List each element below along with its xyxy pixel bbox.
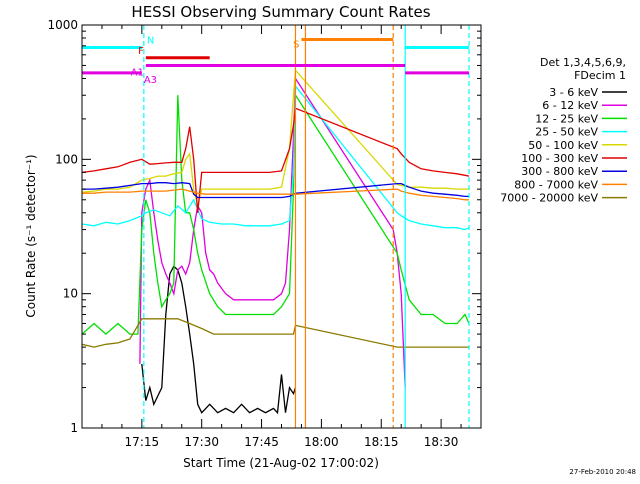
chart-title: HESSI Observing Summary Count Rates <box>131 3 430 21</box>
legend-header-1: FDecim 1 <box>574 69 626 82</box>
series-line-4 <box>82 68 469 207</box>
series-line-6 <box>82 182 469 199</box>
y-tick-label-3: 1000 <box>47 18 78 32</box>
annotation-layer: NFA1A3S <box>82 25 470 428</box>
legend-entry-label-0: 3 - 6 keV <box>549 86 598 99</box>
y-axis-label: Count Rate (s⁻¹ detector⁻¹) <box>24 154 38 317</box>
x-tick-label-5: 18:30 <box>424 435 459 449</box>
legend-entry-label-5: 100 - 300 keV <box>521 152 598 165</box>
x-tick-label-1: 17:30 <box>184 435 219 449</box>
series-line-3 <box>82 84 470 231</box>
series-line-8 <box>82 318 469 348</box>
series-layer <box>82 68 470 415</box>
series-line-1 <box>139 76 406 388</box>
state-label-2: F <box>138 46 144 57</box>
y-tick-label-1: 10 <box>63 287 78 301</box>
legend-entry-label-8: 7000 - 20000 keV <box>500 192 598 205</box>
axes-layer: 17:15 17:30 17:45 18:00 18:15 18:30 1 10 100 1000 <box>47 18 482 449</box>
legend-entry-label-1: 6 - 12 keV <box>542 99 598 112</box>
legend-entry-label-4: 50 - 100 keV <box>528 139 598 152</box>
x-tick-label-4: 18:15 <box>364 435 399 449</box>
x-tick-label-3: 18:00 <box>304 435 339 449</box>
series-line-5 <box>82 107 470 213</box>
x-tick-label-2: 17:45 <box>244 435 279 449</box>
y-tick-label-0: 1 <box>70 421 78 435</box>
footer-date: 27-Feb-2010 20:48 <box>569 468 636 476</box>
state-label-4: A3 <box>144 75 157 86</box>
x-axis-label: Start Time (21-Aug-02 17:00:02) <box>183 456 379 470</box>
legend-entry-label-3: 25 - 50 keV <box>535 126 598 139</box>
legend-entry-label-7: 800 - 7000 keV <box>514 178 598 191</box>
state-label-0: N <box>147 35 154 46</box>
x-tick-label-0: 17:15 <box>125 435 160 449</box>
legend-entry-label-6: 300 - 800 keV <box>521 165 598 178</box>
legend-header-0: Det 1,3,4,5,6,9, <box>540 56 626 69</box>
legend-entry-label-2: 12 - 25 keV <box>535 112 598 125</box>
series-line-0 <box>141 265 297 415</box>
series-line-2 <box>82 93 470 335</box>
state-label-6: S <box>293 39 299 50</box>
series-line-7 <box>82 188 469 201</box>
y-tick-label-2: 100 <box>55 152 78 166</box>
